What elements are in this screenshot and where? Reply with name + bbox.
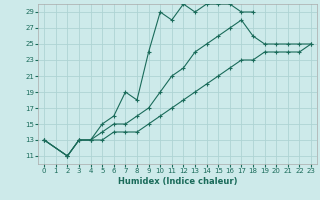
X-axis label: Humidex (Indice chaleur): Humidex (Indice chaleur) [118, 177, 237, 186]
